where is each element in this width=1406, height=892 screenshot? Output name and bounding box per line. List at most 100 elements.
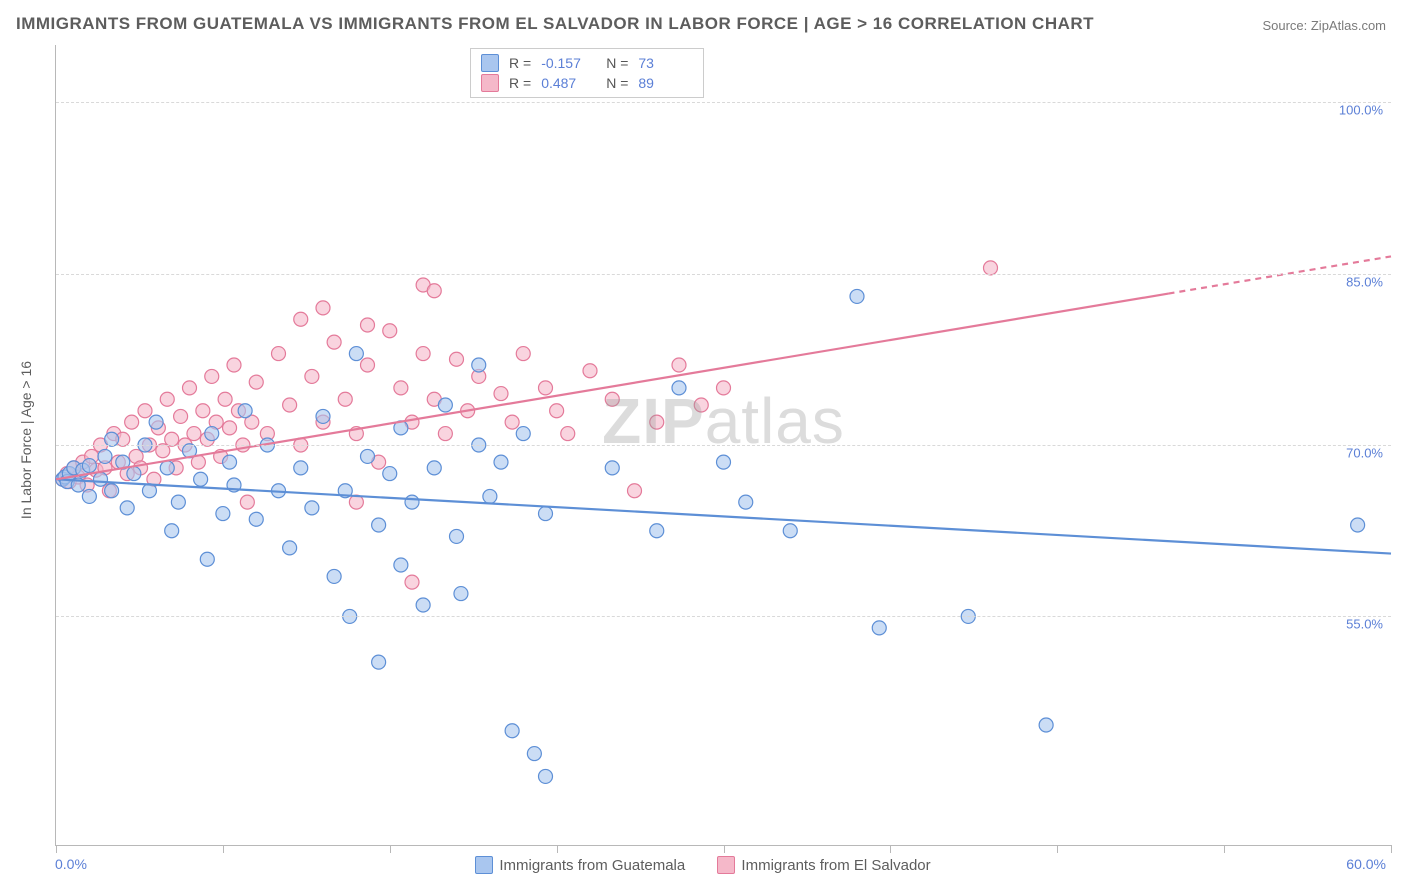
- data-point-guatemala: [783, 524, 797, 538]
- data-point-guatemala: [872, 621, 886, 635]
- data-point-elsalvador: [628, 484, 642, 498]
- data-point-guatemala: [327, 569, 341, 583]
- data-point-elsalvador: [272, 347, 286, 361]
- data-point-elsalvador: [361, 318, 375, 332]
- data-point-elsalvador: [361, 358, 375, 372]
- data-point-elsalvador: [327, 335, 341, 349]
- n-value-elsalvador: 89: [638, 75, 693, 91]
- data-point-elsalvador: [205, 369, 219, 383]
- data-point-guatemala: [316, 409, 330, 423]
- y-axis-title: In Labor Force | Age > 16: [18, 361, 34, 519]
- data-point-elsalvador: [694, 398, 708, 412]
- data-point-guatemala: [127, 467, 141, 481]
- data-point-elsalvador: [539, 381, 553, 395]
- data-point-guatemala: [238, 404, 252, 418]
- data-point-elsalvador: [583, 364, 597, 378]
- data-point-elsalvador: [174, 409, 188, 423]
- data-point-guatemala: [494, 455, 508, 469]
- data-point-guatemala: [383, 467, 397, 481]
- swatch-elsalvador: [717, 856, 735, 874]
- data-point-elsalvador: [218, 392, 232, 406]
- data-point-guatemala: [283, 541, 297, 555]
- y-tick-label: 70.0%: [1346, 446, 1383, 461]
- data-point-elsalvador: [283, 398, 297, 412]
- data-point-elsalvador: [394, 381, 408, 395]
- legend-label-elsalvador: Immigrants from El Salvador: [741, 857, 930, 874]
- chart-title: IMMIGRANTS FROM GUATEMALA VS IMMIGRANTS …: [16, 14, 1094, 34]
- data-point-elsalvador: [196, 404, 210, 418]
- data-point-elsalvador: [160, 392, 174, 406]
- data-point-guatemala: [394, 558, 408, 572]
- y-tick-label: 100.0%: [1339, 103, 1383, 118]
- data-point-guatemala: [450, 529, 464, 543]
- r-value-guatemala: -0.157: [541, 55, 596, 71]
- data-point-elsalvador: [138, 404, 152, 418]
- data-point-elsalvador: [427, 284, 441, 298]
- data-point-elsalvador: [516, 347, 530, 361]
- data-point-guatemala: [349, 347, 363, 361]
- legend-item-elsalvador: Immigrants from El Salvador: [717, 856, 930, 874]
- data-point-guatemala: [438, 398, 452, 412]
- data-point-guatemala: [539, 507, 553, 521]
- chart-container: IMMIGRANTS FROM GUATEMALA VS IMMIGRANTS …: [0, 0, 1406, 892]
- data-point-elsalvador: [494, 387, 508, 401]
- data-point-guatemala: [1351, 518, 1365, 532]
- data-point-guatemala: [98, 449, 112, 463]
- y-tick-label: 85.0%: [1346, 274, 1383, 289]
- legend-correlation: R = -0.157 N = 73 R = 0.487 N = 89: [470, 48, 704, 98]
- data-point-guatemala: [105, 484, 119, 498]
- data-point-guatemala: [160, 461, 174, 475]
- data-point-elsalvador: [672, 358, 686, 372]
- data-point-elsalvador: [249, 375, 263, 389]
- n-label: N =: [606, 75, 628, 91]
- r-value-elsalvador: 0.487: [541, 75, 596, 91]
- data-point-elsalvador: [227, 358, 241, 372]
- data-point-elsalvador: [450, 352, 464, 366]
- data-point-guatemala: [505, 724, 519, 738]
- data-point-guatemala: [120, 501, 134, 515]
- n-value-guatemala: 73: [638, 55, 693, 71]
- data-point-guatemala: [171, 495, 185, 509]
- source-label: Source: ZipAtlas.com: [1262, 18, 1386, 33]
- data-point-guatemala: [372, 518, 386, 532]
- y-tick-label: 55.0%: [1346, 617, 1383, 632]
- data-point-elsalvador: [183, 381, 197, 395]
- data-point-elsalvador: [717, 381, 731, 395]
- data-point-guatemala: [472, 358, 486, 372]
- data-point-elsalvador: [187, 427, 201, 441]
- data-point-guatemala: [94, 472, 108, 486]
- data-point-guatemala: [1039, 718, 1053, 732]
- data-point-guatemala: [205, 427, 219, 441]
- data-point-elsalvador: [316, 301, 330, 315]
- data-point-guatemala: [405, 495, 419, 509]
- plot-area: ZIPatlas 55.0%70.0%85.0%100.0%: [55, 45, 1391, 846]
- data-point-guatemala: [454, 587, 468, 601]
- data-point-elsalvador: [416, 347, 430, 361]
- swatch-elsalvador: [481, 74, 499, 92]
- legend-series: Immigrants from Guatemala Immigrants fro…: [0, 856, 1406, 878]
- r-label: R =: [509, 55, 531, 71]
- legend-row-guatemala: R = -0.157 N = 73: [481, 53, 693, 73]
- data-point-guatemala: [82, 459, 96, 473]
- data-point-guatemala: [165, 524, 179, 538]
- data-point-guatemala: [650, 524, 664, 538]
- n-label: N =: [606, 55, 628, 71]
- data-point-guatemala: [605, 461, 619, 475]
- data-point-elsalvador: [240, 495, 254, 509]
- legend-label-guatemala: Immigrants from Guatemala: [499, 857, 685, 874]
- data-point-guatemala: [223, 455, 237, 469]
- data-point-guatemala: [427, 461, 441, 475]
- data-point-guatemala: [294, 461, 308, 475]
- data-point-elsalvador: [338, 392, 352, 406]
- data-point-elsalvador: [294, 312, 308, 326]
- data-point-guatemala: [483, 489, 497, 503]
- data-point-guatemala: [672, 381, 686, 395]
- data-point-guatemala: [527, 747, 541, 761]
- r-label: R =: [509, 75, 531, 91]
- data-point-guatemala: [200, 552, 214, 566]
- data-point-guatemala: [149, 415, 163, 429]
- data-point-guatemala: [216, 507, 230, 521]
- data-point-elsalvador: [438, 427, 452, 441]
- data-point-guatemala: [416, 598, 430, 612]
- data-point-elsalvador: [550, 404, 564, 418]
